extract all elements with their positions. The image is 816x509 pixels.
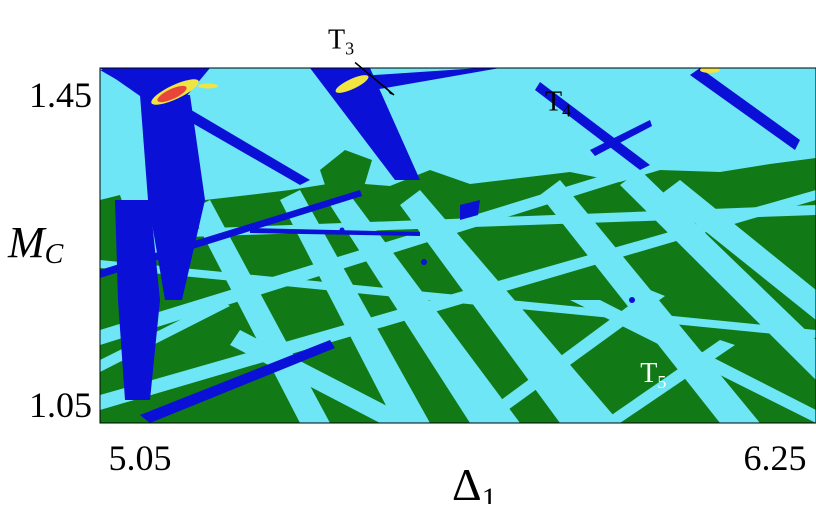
- green-region-upper: [320, 150, 372, 200]
- x-axis-title: Δ1: [452, 459, 497, 504]
- region-label-sub: 4: [562, 101, 571, 121]
- bifurcation-map: [100, 68, 816, 423]
- region-label-text: T3: [328, 25, 354, 59]
- blue-dots: [339, 227, 635, 303]
- region-label-text: T5: [640, 358, 666, 392]
- blue-bands: [100, 68, 800, 423]
- region-label-text: T4: [545, 87, 571, 121]
- y-axis-title-sub: C: [45, 239, 64, 270]
- y-axis: 1.45 1.05: [29, 75, 92, 425]
- region-label-main: T: [640, 358, 657, 389]
- x-axis-title-main: Δ: [452, 459, 482, 504]
- y-axis-title: MC: [7, 218, 64, 270]
- region-label-main: T: [545, 87, 562, 118]
- plot-frame: [99, 67, 816, 424]
- region-label-t3: T3: [328, 25, 395, 96]
- region-label-sub: 3: [345, 39, 354, 59]
- x-tick-label: 5.05: [109, 438, 172, 478]
- yellow-red-features: [151, 68, 720, 105]
- y-axis-title-main: M: [7, 218, 47, 267]
- region-label-t5: T5: [640, 358, 666, 392]
- region-arrow-head: [385, 86, 394, 95]
- region-label-main: T: [328, 25, 345, 56]
- region-label-t4: T4: [545, 87, 571, 121]
- cyan-stripes: [100, 110, 816, 423]
- x-tick-label: 6.25: [744, 438, 807, 478]
- x-axis-title-sub: 1: [482, 482, 497, 504]
- region-label-sub: 5: [657, 372, 666, 392]
- x-axis: 5.05 6.25: [109, 438, 807, 478]
- y-tick-label: 1.05: [29, 385, 92, 425]
- y-tick-label: 1.45: [29, 75, 92, 115]
